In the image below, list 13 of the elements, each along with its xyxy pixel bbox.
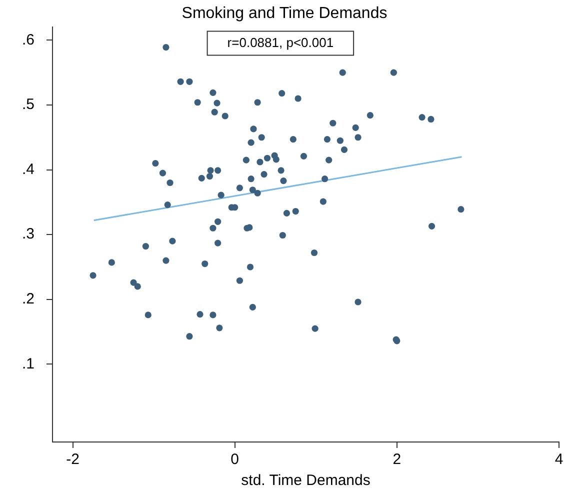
y-tick-label: .3 bbox=[22, 226, 35, 243]
y-tick-label: .6 bbox=[22, 31, 35, 48]
y-tick-label: .2 bbox=[22, 290, 35, 308]
chart-title: Smoking and Time Demands bbox=[182, 5, 388, 22]
y-tick-label: .4 bbox=[22, 160, 35, 178]
y-tick-label: .5 bbox=[22, 96, 35, 114]
x-tick-label: -2 bbox=[66, 451, 80, 468]
y-tick-label: .1 bbox=[22, 355, 35, 372]
x-tick-label: 4 bbox=[554, 451, 564, 468]
x-tick-label: 2 bbox=[392, 451, 402, 468]
x-tick-label: 0 bbox=[230, 451, 240, 468]
annotation: r=0.0881, p<0.001 bbox=[227, 34, 334, 50]
x-axis-title: std. Time Demands bbox=[241, 472, 370, 490]
